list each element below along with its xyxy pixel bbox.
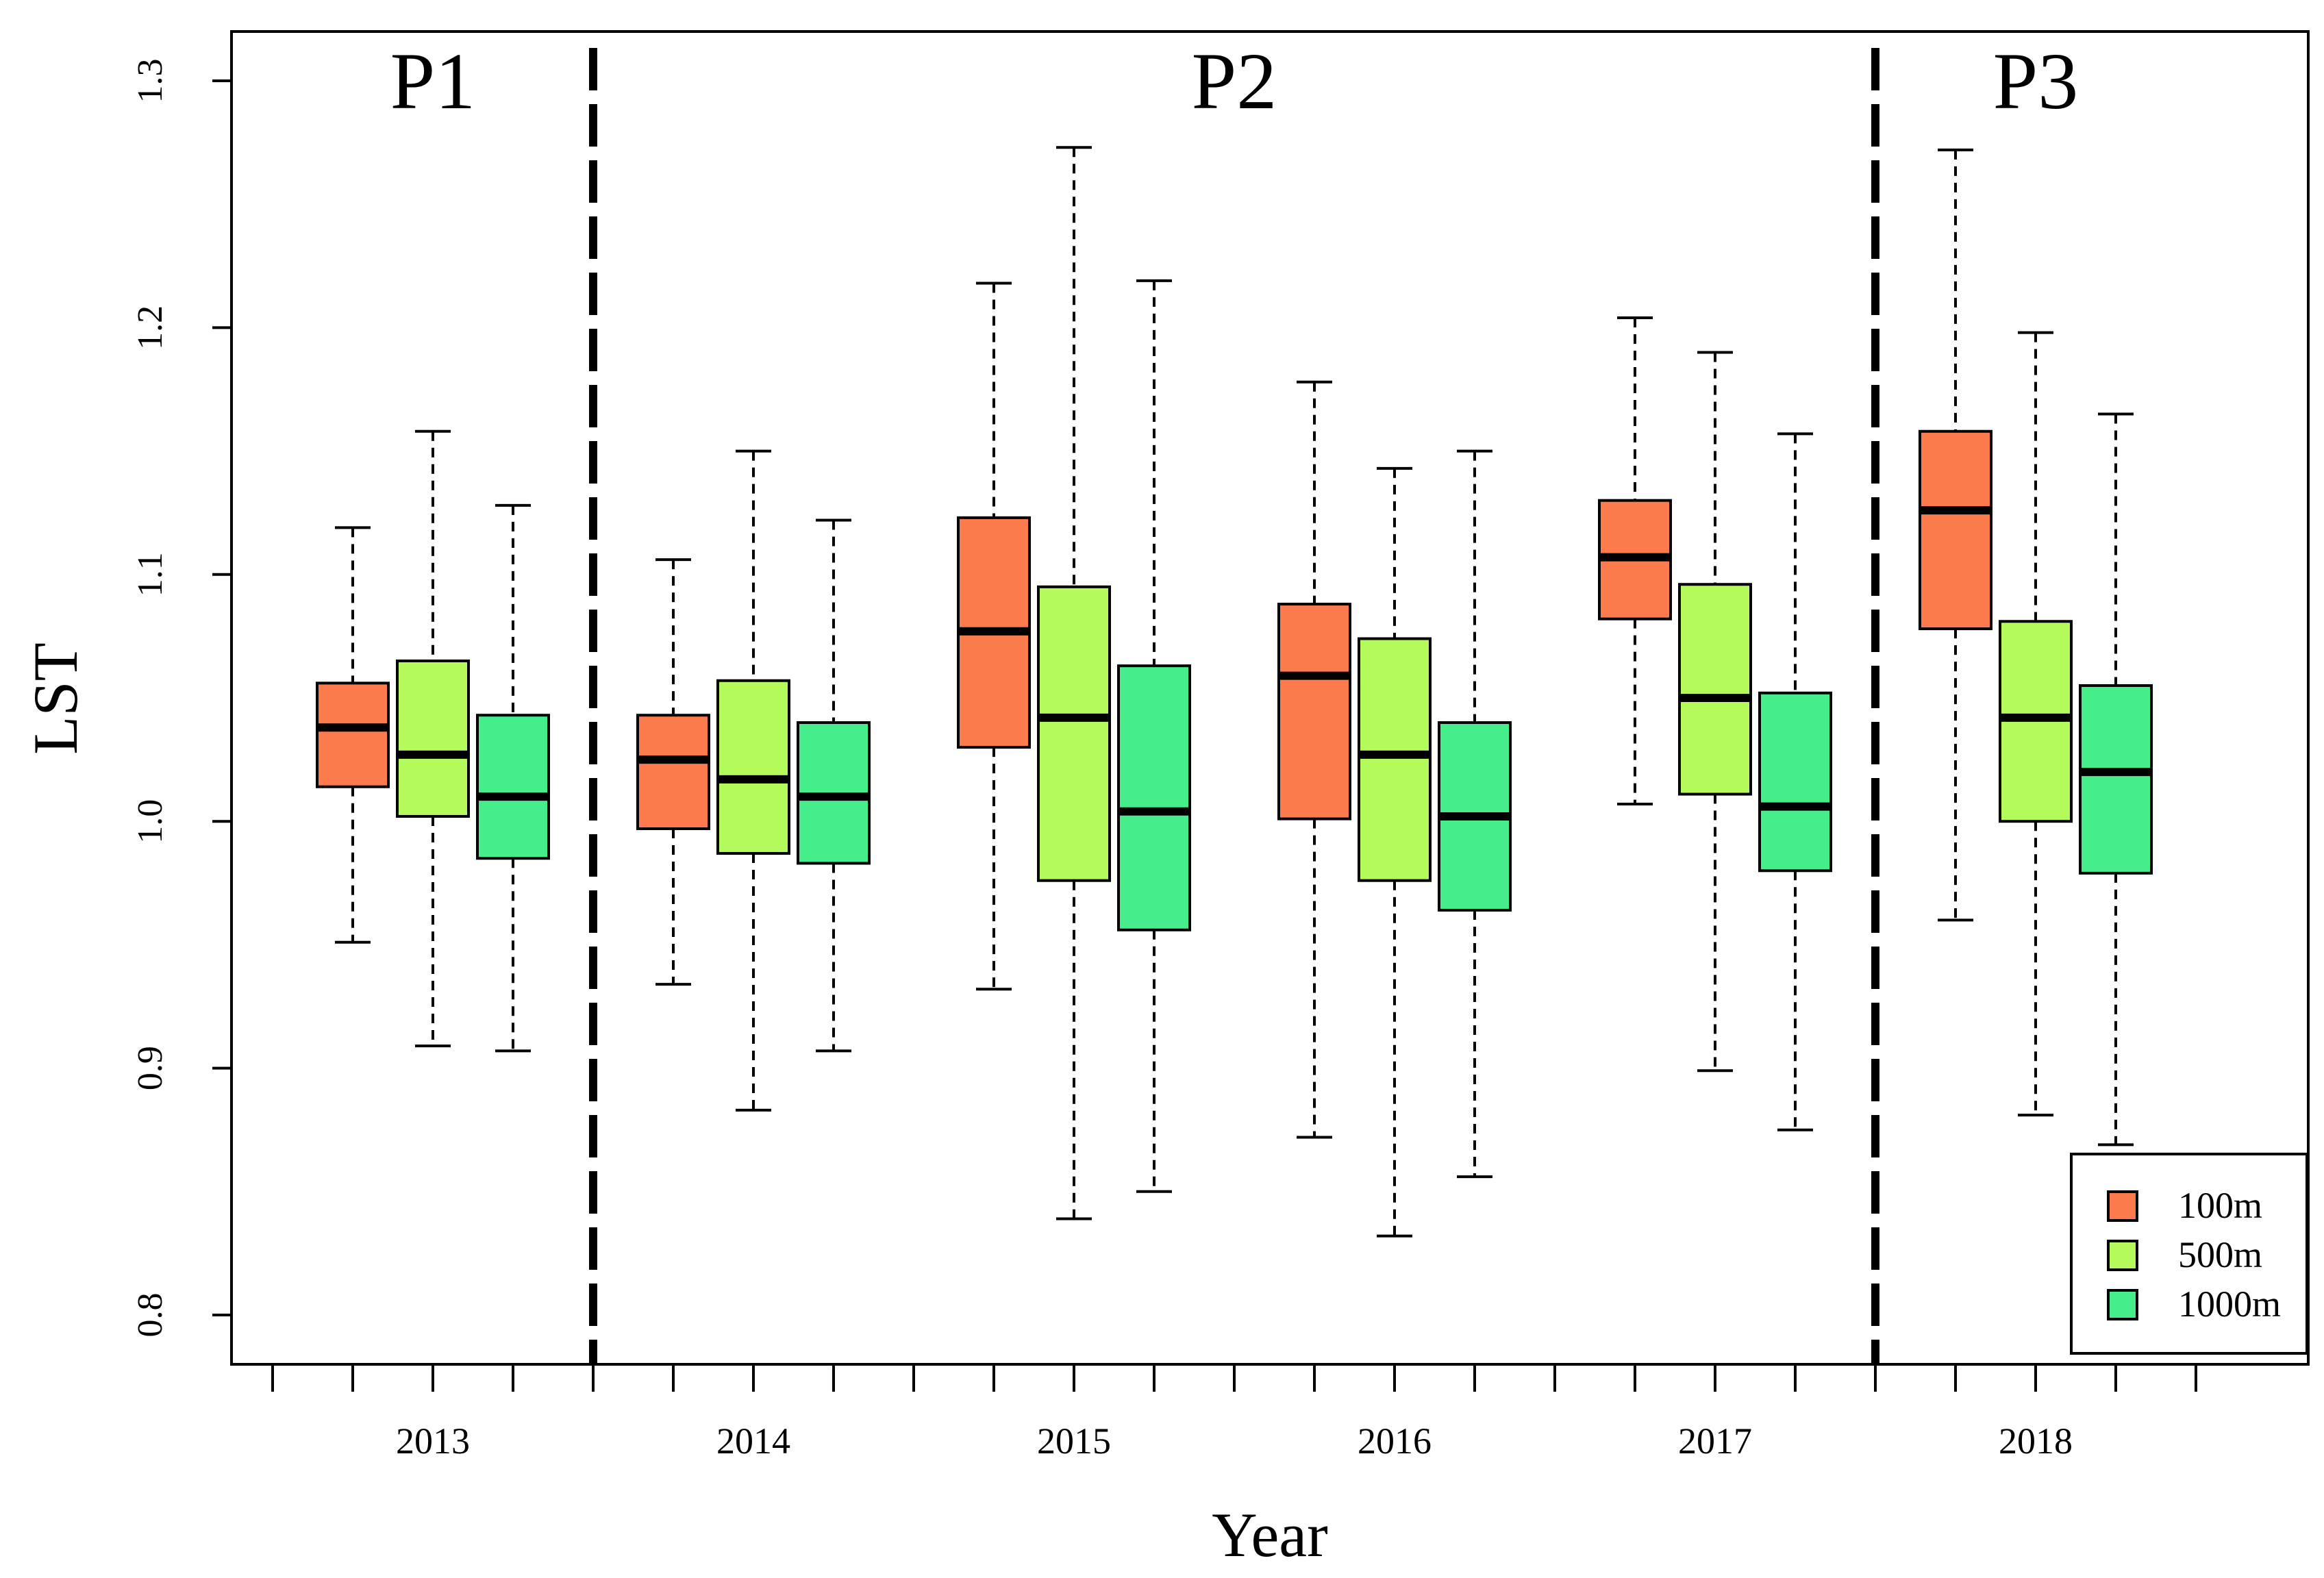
period-label-p2: P2	[1192, 36, 1277, 126]
y-tick-label: 1.3	[131, 59, 170, 103]
box-iqr	[476, 714, 550, 860]
box-100m-2016	[1277, 380, 1351, 1139]
y-tick-label: 1.1	[131, 552, 170, 597]
box-100m-2014	[636, 558, 710, 986]
box-100m-2017	[1598, 316, 1672, 805]
x-tick-label-2013: 2013	[396, 1420, 470, 1462]
period-dividers	[589, 48, 1879, 1364]
y-tick-label: 1.0	[131, 799, 170, 844]
x-tick-label-2018: 2018	[1999, 1420, 2073, 1462]
box-iqr	[1919, 429, 1992, 631]
x-tick-label-2017: 2017	[1678, 1420, 1752, 1462]
box-iqr	[636, 714, 710, 831]
y-axis: 0.8 0.9 1.0 1.1 1.2 1.3	[131, 59, 232, 1338]
box-100m-2015	[957, 281, 1031, 991]
legend-label: 500m	[2178, 1234, 2262, 1275]
box-iqr	[1277, 603, 1351, 821]
series-100m	[316, 148, 1992, 1139]
box-iqr	[1358, 637, 1432, 882]
box-500m-2013	[396, 429, 470, 1048]
box-1000m-2016	[1438, 449, 1512, 1179]
legend-entries: 100m 500m 1000m	[2107, 1185, 2281, 1325]
series-500m	[396, 146, 2073, 1238]
box-iqr	[716, 679, 790, 855]
period-labels: P1 P2 P3	[390, 36, 2079, 126]
box-1000m-2015	[1117, 279, 1191, 1193]
box-100m-2018	[1919, 148, 1992, 922]
box-iqr	[1037, 585, 1111, 882]
box-1000m-2018	[2079, 412, 2153, 1147]
legend-swatch	[2107, 1289, 2138, 1320]
box-500m-2014	[716, 449, 790, 1112]
x-tick-label-2016: 2016	[1358, 1420, 1432, 1462]
boxplot-series	[316, 146, 2153, 1238]
legend-label: 100m	[2178, 1185, 2262, 1226]
y-tick-label: 1.2	[131, 305, 170, 350]
box-iqr	[1678, 583, 1752, 796]
y-axis-title: LST	[21, 642, 90, 755]
box-100m-2013	[316, 526, 390, 944]
legend-entry-500m: 500m	[2107, 1234, 2262, 1275]
plot-frame	[230, 30, 2310, 1366]
y-tick-label: 0.9	[131, 1046, 170, 1090]
box-iqr	[396, 659, 470, 818]
box-500m-2018	[1999, 331, 2073, 1117]
x-axis: 2013 2014 2015 2016 2017 2018	[271, 1364, 2197, 1462]
period-label-p3: P3	[1993, 36, 2079, 126]
x-tick-label-2015: 2015	[1037, 1420, 1111, 1462]
legend-swatch	[2107, 1240, 2138, 1271]
legend: 100m 500m 1000m	[2070, 1153, 2308, 1355]
box-iqr	[1758, 691, 1832, 873]
box-1000m-2014	[797, 518, 871, 1053]
legend-entry-1000m: 1000m	[2107, 1283, 2281, 1325]
box-500m-2016	[1358, 466, 1432, 1238]
box-500m-2015	[1037, 146, 1111, 1220]
x-axis-title: Year	[1212, 1500, 1328, 1570]
box-iqr	[316, 681, 390, 788]
box-500m-2017	[1678, 351, 1752, 1073]
box-1000m-2013	[476, 503, 550, 1053]
box-1000m-2017	[1758, 432, 1832, 1131]
series-1000m	[476, 279, 2153, 1193]
box-iqr	[2079, 684, 2153, 875]
legend-label: 1000m	[2178, 1283, 2281, 1325]
box-iqr	[1117, 664, 1191, 931]
legend-entry-100m: 100m	[2107, 1185, 2262, 1226]
legend-swatch	[2107, 1190, 2138, 1222]
y-tick-label: 0.8	[131, 1293, 170, 1338]
period-label-p1: P1	[390, 36, 476, 126]
x-tick-label-2014: 2014	[716, 1420, 790, 1462]
